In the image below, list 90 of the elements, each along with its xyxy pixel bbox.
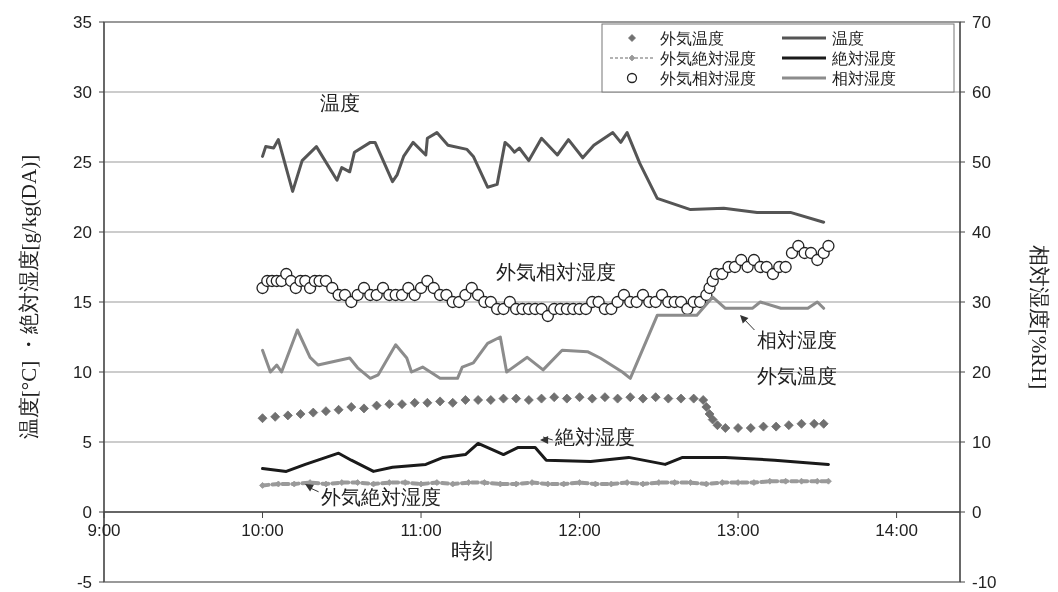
- legend-label: 温度: [832, 30, 864, 47]
- legend-label: 外気相対湿度: [660, 70, 756, 87]
- point: [485, 395, 496, 405]
- point: [435, 396, 445, 407]
- annotation: 相対湿度: [757, 329, 837, 351]
- point: [783, 420, 794, 431]
- point: [796, 418, 807, 429]
- point: [295, 409, 306, 419]
- y2-tick-label: 40: [972, 223, 991, 242]
- point: [825, 477, 832, 485]
- point: [473, 395, 483, 405]
- point: [798, 477, 805, 485]
- point: [745, 423, 756, 433]
- y-tick-label: -5: [76, 573, 92, 592]
- annotation: 温度: [320, 92, 360, 114]
- legend-label: 外気絶対湿度: [660, 50, 756, 67]
- point: [384, 399, 395, 410]
- point: [549, 392, 560, 403]
- y-tick-label: 35: [73, 13, 92, 32]
- annotation: 外気絶対湿度: [321, 486, 441, 508]
- point: [561, 393, 572, 404]
- y2-tick-label: 50: [972, 153, 991, 172]
- x-tick-label: 10:00: [241, 521, 284, 540]
- point: [333, 404, 344, 415]
- point: [321, 406, 331, 417]
- annotation: 絶対湿度: [554, 426, 635, 448]
- point: [758, 421, 769, 432]
- y2-axis-title: 相対湿度[%RH]: [1027, 244, 1051, 390]
- x-tick-label: 13:00: [716, 521, 760, 540]
- y2-tick-label: 20: [972, 363, 991, 382]
- point: [587, 393, 598, 404]
- point: [638, 393, 648, 404]
- legend-label: 絶対湿度: [831, 50, 896, 67]
- point: [701, 402, 712, 412]
- legend-label: 外気温度: [660, 30, 724, 47]
- point: [308, 407, 319, 418]
- point: [818, 418, 829, 429]
- point: [370, 480, 377, 488]
- y2-tick-label: 10: [972, 433, 991, 452]
- point: [257, 413, 268, 424]
- point: [698, 395, 709, 405]
- point: [809, 418, 820, 429]
- y2-tick-label: 70: [972, 13, 991, 32]
- point: [523, 395, 534, 405]
- point: [346, 402, 357, 412]
- point: [733, 423, 743, 433]
- y-tick-label: 15: [73, 293, 92, 312]
- point: [359, 403, 369, 414]
- point: [676, 393, 686, 404]
- x-tick-label: 14:00: [875, 521, 918, 540]
- point: [511, 393, 522, 404]
- point: [600, 392, 610, 403]
- y-tick-label: 25: [73, 153, 92, 172]
- y-tick-label: 20: [73, 223, 92, 242]
- point: [536, 393, 547, 404]
- x-tick-label: 12:00: [558, 521, 601, 540]
- point: [447, 397, 458, 408]
- y-tick-label: 0: [82, 503, 92, 522]
- point: [720, 423, 731, 433]
- legend-label: 相対湿度: [832, 70, 896, 87]
- y2-tick-label: -10: [972, 573, 997, 592]
- line-series: [261, 131, 826, 224]
- point: [282, 410, 293, 421]
- point: [771, 421, 782, 432]
- x-axis-title: 時刻: [451, 539, 493, 563]
- point: [663, 393, 674, 404]
- y2-tick-label: 60: [972, 83, 991, 102]
- y-tick-label: 30: [73, 83, 92, 102]
- annotation: 外気相対湿度: [496, 261, 616, 283]
- point: [460, 395, 471, 405]
- y2-tick-label: 30: [972, 293, 991, 312]
- point: [650, 392, 661, 403]
- point: [270, 411, 281, 422]
- point: [574, 392, 585, 403]
- point: [612, 393, 623, 404]
- x-tick-label: 11:00: [400, 521, 442, 540]
- y-tick-label: 10: [73, 363, 92, 382]
- point: [397, 399, 407, 410]
- y2-tick-label: 0: [972, 503, 982, 522]
- y-tick-label: 5: [82, 433, 92, 452]
- point: [688, 393, 699, 404]
- point: [625, 392, 636, 403]
- point: [371, 400, 382, 411]
- point: [409, 397, 420, 408]
- y-axis-title: 温度[°C] ・絶対湿度[g/kg(DA)]: [17, 154, 41, 440]
- point: [422, 397, 433, 408]
- point: [498, 393, 509, 404]
- annotation: 外気温度: [757, 365, 837, 387]
- point: [707, 414, 718, 425]
- point: [712, 420, 723, 431]
